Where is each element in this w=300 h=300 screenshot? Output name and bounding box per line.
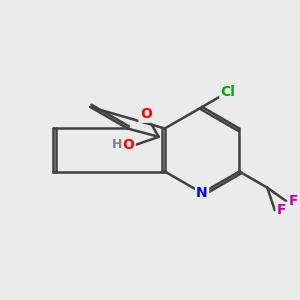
Text: F: F [277,203,286,217]
Text: Cl: Cl [221,85,236,99]
Text: F: F [289,194,298,208]
Text: N: N [196,186,208,200]
Text: O: O [140,107,152,122]
Text: H: H [112,138,122,151]
Text: O: O [122,138,134,152]
